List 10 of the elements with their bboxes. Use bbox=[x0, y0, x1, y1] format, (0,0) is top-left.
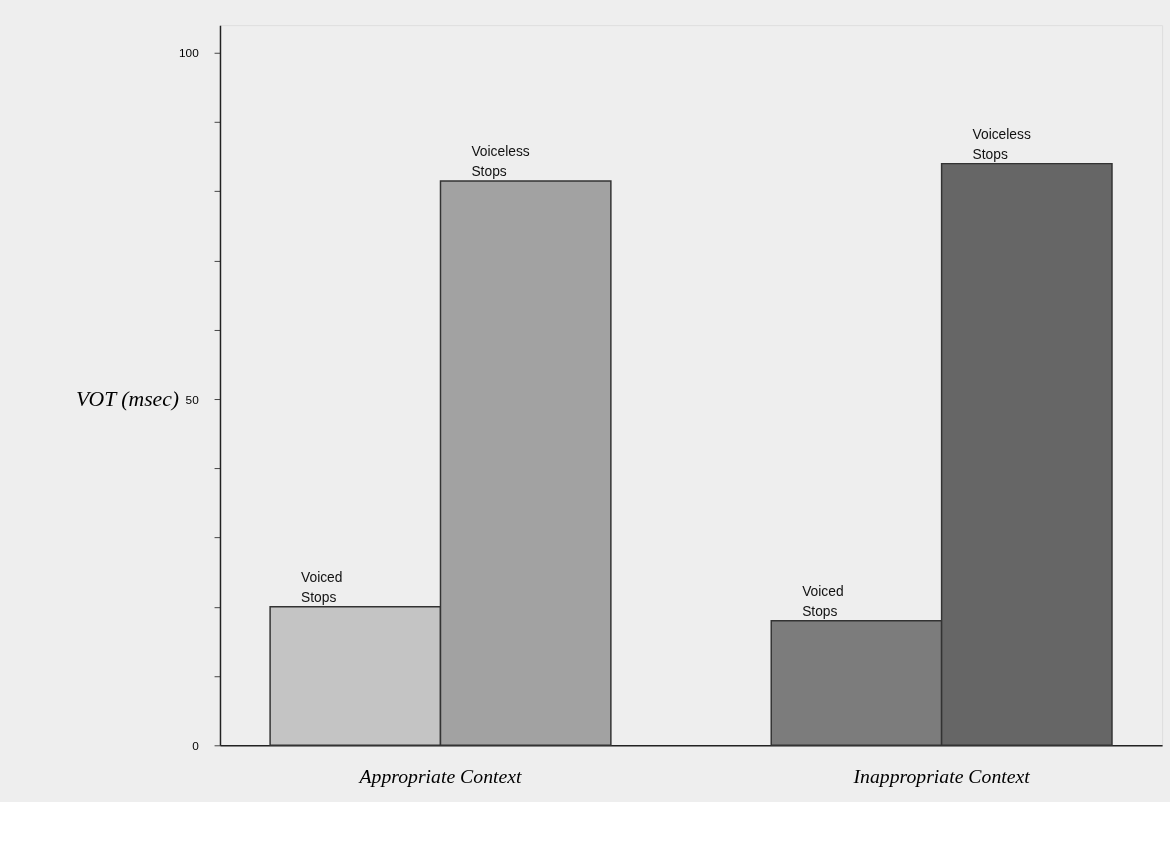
series-label: Voiceless Stops bbox=[471, 143, 530, 180]
y-tick-label: 50 bbox=[185, 392, 200, 407]
x-tick-label: Appropriate Context bbox=[357, 765, 522, 788]
y-axis-title: VOT (msec) bbox=[75, 387, 180, 412]
y-tick-label: 100 bbox=[179, 46, 200, 61]
text: Voiced Stops bbox=[802, 582, 844, 619]
text: Voiceless Stops bbox=[972, 125, 1031, 162]
x-tick-label: Inappropriate Context bbox=[852, 765, 1031, 788]
series-label: Voiced Stops bbox=[301, 569, 343, 605]
y-tick-label: 0 bbox=[192, 738, 200, 753]
